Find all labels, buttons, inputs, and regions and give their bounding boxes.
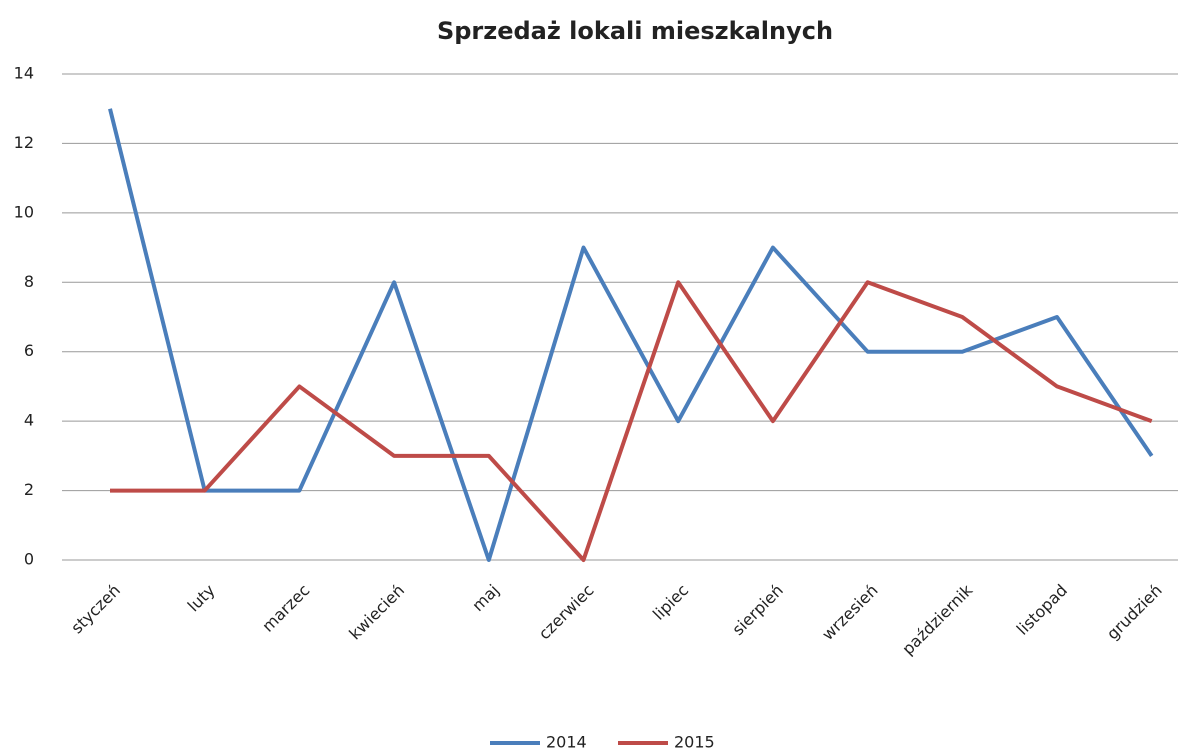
y-tick-label: 4: [24, 411, 34, 430]
x-tick-label: czerwiec: [535, 581, 598, 644]
legend-label: 2014: [546, 733, 587, 751]
y-tick-label: 6: [24, 341, 34, 360]
x-tick-label: marzec: [258, 581, 313, 636]
x-tick-label: maj: [468, 581, 503, 616]
y-tick-label: 8: [24, 272, 34, 291]
series-line: [108, 108, 1154, 562]
x-tick-label: listopad: [1013, 581, 1071, 639]
x-tick-label: kwiecień: [345, 581, 408, 644]
y-tick-label: 2: [24, 480, 34, 499]
y-tick-label: 14: [14, 64, 34, 83]
y-tick-label: 0: [24, 550, 34, 569]
legend-label: 2015: [674, 733, 715, 751]
x-tick-label: lipiec: [649, 581, 692, 624]
x-tick-label: grudzień: [1103, 581, 1166, 644]
x-tick-label: wrzesień: [818, 581, 881, 644]
x-tick-label: sierpień: [728, 581, 787, 640]
series-line: [110, 280, 1153, 562]
x-tick-label: luty: [184, 581, 219, 616]
chart-title: Sprzedaż lokali mieszkalnych: [437, 17, 833, 45]
y-tick-label: 12: [14, 133, 34, 152]
y-tick-label: 10: [14, 202, 34, 221]
x-tick-label: styczeń: [67, 581, 124, 638]
x-tick-label: październik: [898, 580, 977, 659]
